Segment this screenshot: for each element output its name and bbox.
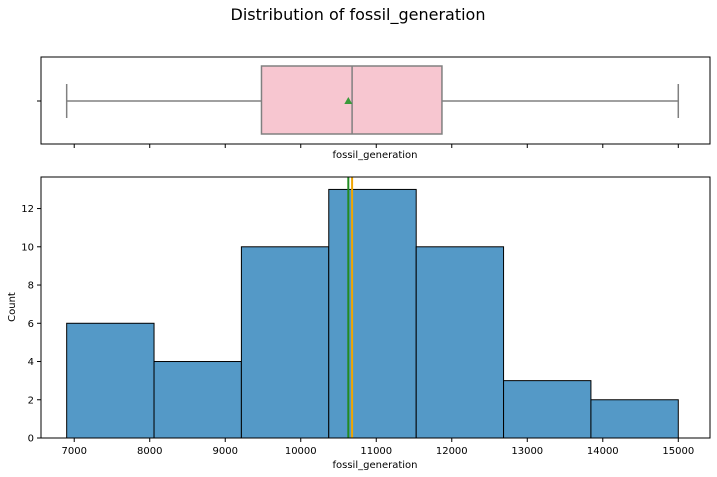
histogram-x-tick-label: 7000 [61,446,86,457]
histogram-y-tick-label: 4 [28,357,34,368]
chart-title: Distribution of fossil_generation [231,5,486,25]
histogram-x-tick-label: 11000 [360,446,392,457]
histogram-bars [66,188,679,439]
histogram-x-axis-label: fossil_generation [333,460,418,471]
histogram-y-ticks: 0 2 4 6 8 10 12 [21,204,41,445]
histogram-bar [415,246,505,439]
histogram-bar [66,322,155,439]
boxplot-x-axis-label: fossil_generation [333,150,418,161]
histogram-bar [153,361,242,439]
histogram-y-tick-label: 6 [28,319,34,330]
histogram-bar [590,399,679,439]
histogram-x-ticks: 7000 8000 9000 10000 11000 12000 13000 14000 150… [61,438,694,457]
histogram-x-tick-label: 9000 [213,446,238,457]
histogram-x-tick-label: 13000 [511,446,543,457]
boxplot-axes: fossil_generation [37,56,711,161]
histogram-bar [328,188,417,439]
histogram-y-axis-label: Count [7,292,18,322]
histogram-y-tick-label: 0 [28,434,34,445]
boxplot-mean-marker [344,97,353,104]
histogram-x-tick-label: 15000 [662,446,694,457]
histogram-x-tick-label: 14000 [587,446,619,457]
histogram-x-tick-label: 10000 [285,446,317,457]
histogram-y-tick-label: 10 [21,242,34,253]
boxplot-content [65,65,680,135]
histogram-bar [503,380,592,439]
histogram-y-tick-label: 8 [28,281,34,292]
histogram-y-tick-label: 2 [28,395,34,406]
histogram-bar [240,246,330,439]
histogram-y-tick-label: 12 [21,204,34,215]
histogram-x-tick-label: 8000 [137,446,162,457]
histogram-reference-lines [347,177,354,438]
histogram-axes: 7000 8000 9000 10000 11000 12000 13000 14000 150… [7,176,711,471]
histogram-x-tick-label: 12000 [436,446,468,457]
boxplot-x-ticks [73,144,679,148]
histogram-frame [40,176,711,439]
